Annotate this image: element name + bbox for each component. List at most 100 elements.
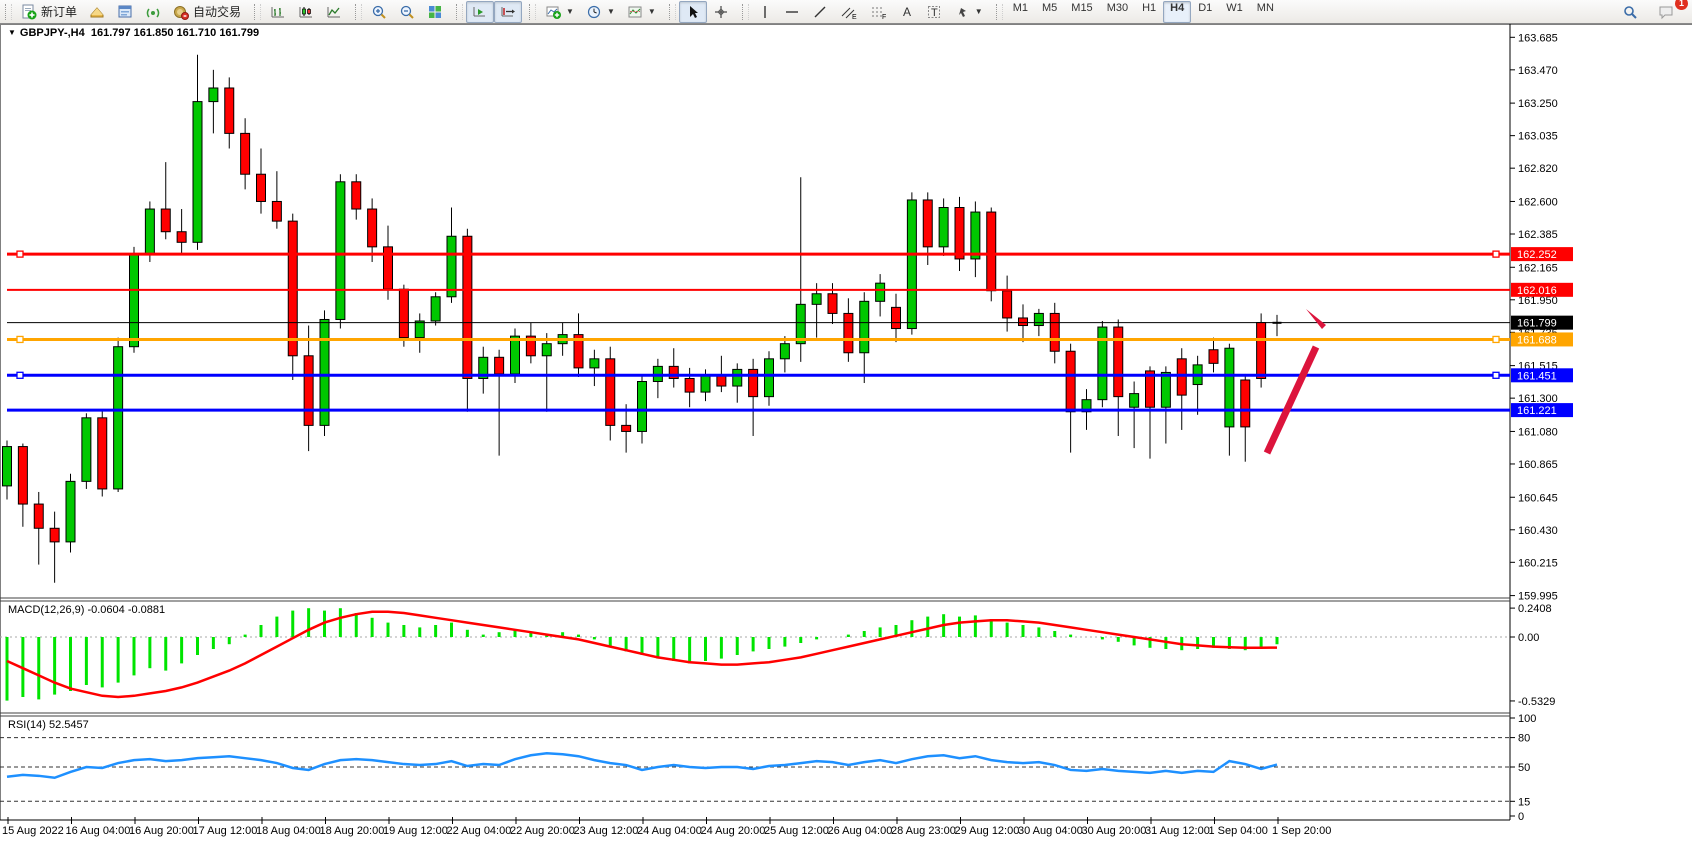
timeframe-M30[interactable]: M30 — [1106, 1, 1129, 14]
timeframe-MN[interactable]: MN — [1256, 1, 1274, 14]
chart-canvas[interactable]: 163.685 163.470 163.250 163.035 162.820 162.6… — [0, 24, 1692, 846]
timeframe-M5[interactable]: M5 — [1042, 1, 1058, 14]
candle — [383, 225, 393, 300]
trendline-button[interactable] — [806, 1, 834, 23]
new-order-button[interactable]: 新订单 — [15, 1, 83, 23]
date-label: 16 Aug 20:00 — [129, 825, 194, 837]
arrows-button[interactable]: ▼ — [948, 1, 989, 23]
chart-shift-button[interactable] — [494, 0, 523, 23]
crosshair-button[interactable] — [707, 1, 735, 23]
chart-type-group — [249, 0, 350, 23]
timeframe-D1[interactable]: D1 — [1198, 1, 1213, 14]
new-order-label: 新订单 — [41, 5, 78, 19]
line-handle[interactable] — [16, 335, 24, 344]
svg-text:0.2408: 0.2408 — [1518, 603, 1552, 615]
candle — [319, 310, 330, 436]
market-watch-button[interactable] — [83, 1, 111, 23]
candle — [65, 473, 76, 553]
candle — [1224, 343, 1235, 456]
timeframe-H4[interactable]: H4 — [1163, 0, 1192, 23]
candle — [795, 177, 806, 362]
indicators-group: ▼ ▼ ▼ — [524, 0, 664, 23]
auto-trading-button[interactable]: 自动交易 — [167, 1, 247, 23]
candle — [875, 274, 886, 317]
line-handle[interactable] — [16, 371, 24, 379]
signal-button[interactable] — [139, 1, 167, 23]
toolbar-grip[interactable] — [741, 3, 749, 20]
timeframe-H1[interactable]: H1 — [1142, 1, 1157, 14]
toolbar: 新订单 自动交易 — [0, 0, 1692, 24]
indicators-button[interactable]: ▼ — [539, 1, 580, 23]
templates-button[interactable]: ▼ — [621, 1, 662, 23]
notification-badge: 1 — [1675, 0, 1688, 10]
svg-text:162.165: 162.165 — [1518, 262, 1558, 274]
text-button[interactable]: A — [894, 1, 920, 23]
candle — [256, 148, 266, 214]
candle — [1002, 275, 1013, 332]
timeframe-W1[interactable]: W1 — [1226, 1, 1243, 14]
toolbar-grip[interactable] — [5, 3, 12, 20]
date-label: 17 Aug 12:00 — [193, 825, 258, 837]
symbol-title: ▼ GBPJPY-,H4 161.797 161.850 161.710 161.… — [8, 27, 259, 39]
collapse-triangle-icon[interactable]: ▼ — [8, 28, 16, 37]
svg-text:50: 50 — [1518, 762, 1530, 774]
equidistant-channel-button[interactable]: E — [834, 1, 864, 23]
vertical-line-button[interactable] — [752, 1, 778, 23]
toolbar-grip[interactable] — [456, 3, 464, 20]
candle — [351, 174, 362, 220]
search-button[interactable] — [1616, 1, 1644, 23]
periods-button[interactable]: ▼ — [580, 1, 621, 23]
zoom-in-button[interactable] — [365, 1, 393, 23]
bar-chart-type-button[interactable] — [264, 1, 292, 23]
trend-arrow-head[interactable] — [1306, 309, 1326, 329]
candle — [129, 246, 139, 353]
line-handle[interactable] — [1492, 335, 1500, 344]
zoom-out-button[interactable] — [393, 1, 421, 23]
line-handle[interactable] — [1492, 250, 1500, 258]
fibonacci-button[interactable]: F — [864, 1, 894, 23]
toolbar-grip[interactable] — [529, 3, 537, 20]
candle — [494, 349, 505, 456]
timeframe-M1[interactable]: M1 — [1012, 1, 1028, 14]
terminal-button[interactable] — [111, 1, 139, 23]
horizontal-line-button[interactable] — [778, 1, 806, 23]
line-handle[interactable] — [1492, 371, 1500, 379]
search-icon — [1622, 4, 1638, 20]
price-flag: 161.688 — [1511, 332, 1573, 347]
svg-text:0.00: 0.00 — [1518, 632, 1539, 644]
price-axis: 163.685 163.470 163.250 163.035 162.820 162.6… — [1510, 32, 1573, 603]
notifications-button[interactable]: 1 — [1652, 0, 1688, 23]
toolbar-grip[interactable] — [668, 3, 676, 20]
timeframe-M15[interactable]: M15 — [1071, 1, 1093, 14]
candle — [81, 413, 92, 489]
indicators-add-icon — [545, 4, 562, 20]
candlestick-type-button[interactable] — [292, 1, 320, 23]
candle — [1145, 366, 1155, 459]
terminal-icon — [117, 4, 133, 20]
svg-text:161.080: 161.080 — [1518, 426, 1558, 438]
candle — [462, 228, 473, 412]
candle — [573, 313, 584, 377]
toolbar-grip[interactable] — [355, 3, 363, 20]
text-a-icon: A — [900, 4, 914, 20]
toolbar-grip[interactable] — [254, 3, 262, 20]
svg-text:160.215: 160.215 — [1518, 557, 1558, 569]
date-label: 30 Aug 04:00 — [1018, 825, 1083, 837]
candle — [1113, 319, 1124, 436]
candle — [1097, 320, 1108, 408]
text-label-button[interactable]: T — [920, 1, 948, 23]
auto-trading-label: 自动交易 — [193, 5, 242, 19]
hlines-layer — [7, 250, 1510, 412]
candle — [621, 404, 632, 453]
annotation-arrow — [1263, 309, 1326, 455]
line-handle[interactable] — [16, 250, 24, 258]
cursor-button[interactable] — [678, 0, 707, 23]
tile-windows-button[interactable] — [421, 1, 449, 23]
auto-scroll-button[interactable] — [466, 0, 495, 23]
new-order-icon — [21, 4, 37, 20]
toolbar-grip[interactable] — [995, 3, 1003, 20]
chart-area[interactable]: 163.685 163.470 163.250 163.035 162.820 162.6… — [0, 24, 1692, 846]
trend-arrow-line[interactable] — [1263, 345, 1320, 455]
line-chart-type-button[interactable] — [320, 1, 348, 23]
candle — [906, 192, 917, 335]
